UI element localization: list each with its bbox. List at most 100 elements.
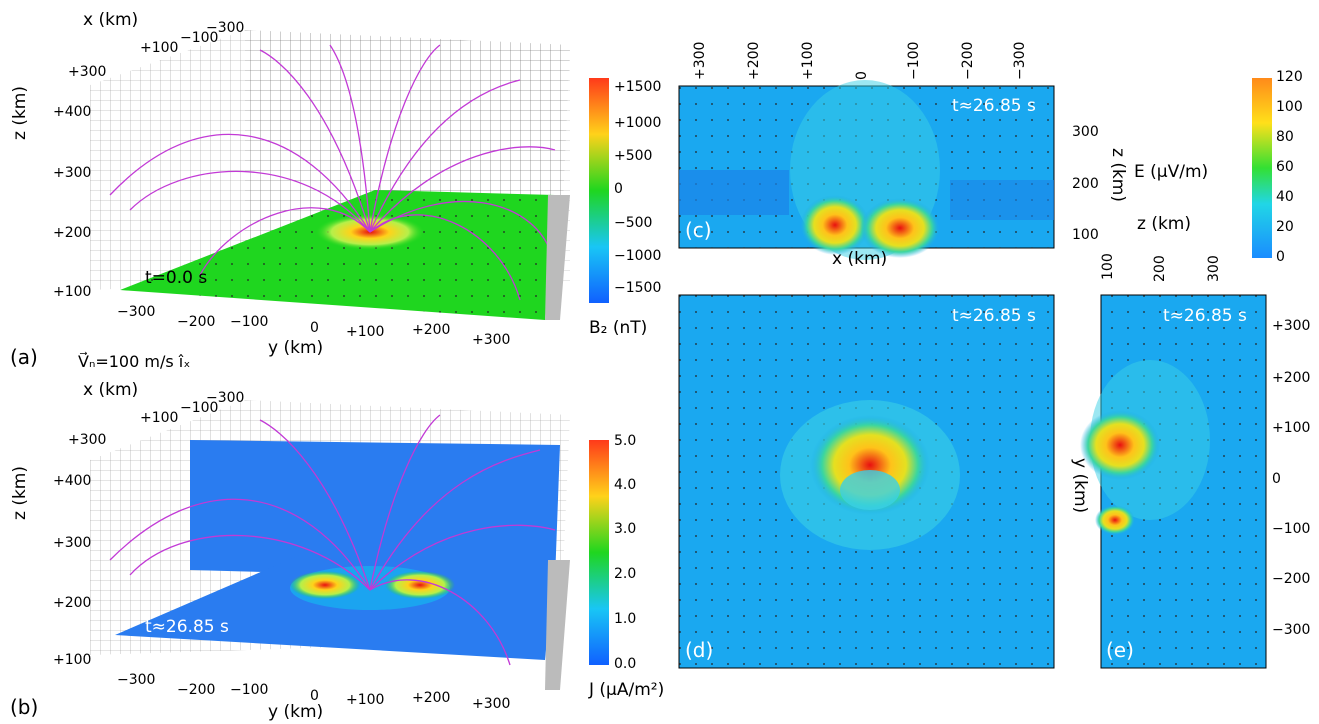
panel-a-z-tick: +400: [53, 104, 92, 120]
panel-a-y-tick: +300: [472, 332, 511, 348]
panel-a-colorbar-tick: −1000: [614, 248, 662, 264]
panel-b-x-tick: +300: [68, 432, 107, 448]
panel-a-y-tick: 0: [310, 320, 319, 336]
panel-b-x-axis-label: x (km): [83, 380, 139, 400]
panel-c-top-tick: −200: [960, 41, 976, 80]
panel-d-time: t≈26.85 s: [952, 306, 1036, 326]
panel-a-y-tick: −200: [177, 314, 216, 330]
panel-b-colorbar-tick: 2.0: [614, 566, 637, 582]
panel-a-label: (a): [10, 345, 38, 369]
panel-c-right-tick: 200: [1072, 176, 1099, 192]
panel-a-colorbar: [589, 78, 609, 303]
panel-a-colorbar-tick: +1000: [614, 115, 662, 131]
panel-b-z-tick: +400: [53, 473, 92, 489]
e-colorbar-tick: 20: [1276, 219, 1294, 235]
panel-d-plot: [678, 294, 1055, 669]
panel-b-y-tick: +200: [412, 690, 451, 706]
panel-a-colorbar-label: B₂ (nT): [589, 318, 648, 338]
panel-a-y-tick: +100: [346, 324, 385, 340]
panel-e-right-tick: +200: [1272, 370, 1311, 386]
panel-b-x-tick: −300: [206, 390, 245, 406]
panel-a-time: t=0.0 s: [145, 268, 208, 288]
panel-a-x-tick: −100: [180, 30, 219, 46]
panel-c-time: t≈26.85 s: [952, 96, 1036, 116]
panel-a-x-tick: +100: [140, 40, 179, 56]
panel-a-plot: [90, 30, 570, 320]
panel-e-top-tick: 200: [1152, 255, 1168, 282]
panel-a-z-tick: +200: [53, 225, 92, 241]
panel-a-colorbar-tick: −1500: [614, 280, 662, 296]
panel-b-y-tick: +100: [346, 692, 385, 708]
panel-c-label: (c): [685, 218, 712, 242]
panel-c-plot: [678, 80, 1055, 260]
e-colorbar: [1252, 78, 1272, 258]
panel-e-right-tick: 0: [1272, 471, 1281, 487]
panel-e-y-axis-label: y (km): [1070, 458, 1090, 514]
panel-a-colorbar-tick: +500: [614, 148, 653, 164]
panel-a-colorbar-tick: +1500: [614, 79, 662, 95]
panel-b-y-tick: −300: [117, 672, 156, 688]
panel-b-colorbar-tick: 1.0: [614, 611, 637, 627]
panel-b-colorbar-tick: 3.0: [614, 521, 637, 537]
panel-b-z-tick: +200: [53, 595, 92, 611]
e-colorbar-tick: 60: [1276, 159, 1294, 175]
panel-e-plot: [1080, 294, 1267, 669]
panel-e-right-tick: −300: [1272, 622, 1311, 638]
panel-a-field-lines: [109, 44, 556, 301]
panel-a-y-tick: −100: [230, 314, 269, 330]
panel-e-time: t≈26.85 s: [1163, 306, 1247, 326]
panel-c-z-axis-label: z (km): [1108, 148, 1128, 202]
panel-c-x-axis-label: x (km): [832, 249, 888, 269]
panel-e-right-tick: +100: [1272, 420, 1311, 436]
panel-a-x-axis-label: x (km): [83, 10, 139, 30]
panel-d-label: (d): [685, 638, 714, 662]
panel-e-right-tick: −200: [1272, 571, 1311, 587]
panel-b-colorbar: [589, 440, 609, 665]
panel-e-z-axis-label: z (km): [1137, 214, 1191, 234]
panel-e-right-tick: +300: [1272, 318, 1311, 334]
panel-a-y-axis-label: y (km): [268, 338, 324, 358]
e-colorbar-tick: 40: [1276, 189, 1294, 205]
panel-b-colorbar-tick: 4.0: [614, 477, 637, 493]
panel-b-z-axis-label: z (km): [10, 466, 30, 520]
panel-a-y-tick: +200: [412, 322, 451, 338]
panel-c-top-tick: −100: [906, 41, 922, 80]
panel-e-label: (e): [1106, 638, 1134, 662]
panel-b-y-axis-label: y (km): [268, 702, 324, 722]
panel-e-right-tick: −100: [1272, 521, 1311, 537]
panel-a-y-tick: −300: [117, 304, 156, 320]
e-colorbar-tick: 80: [1276, 129, 1294, 145]
panel-a-colorbar-tick: 0: [614, 181, 623, 197]
panel-c-top-tick: +200: [746, 41, 762, 80]
panel-b-z-tick: +100: [53, 652, 92, 668]
panel-b-x-tick: −100: [180, 400, 219, 416]
panel-b-y-tick: +300: [472, 696, 511, 712]
e-colorbar-tick: 120: [1276, 69, 1303, 85]
panel-a-z-tick: +100: [53, 284, 92, 300]
panel-b-label: (b): [10, 695, 39, 719]
panel-b-y-tick: 0: [310, 688, 319, 704]
panel-b-y-tick: −200: [177, 682, 216, 698]
panel-b-y-tick: −100: [230, 682, 269, 698]
panel-b-colorbar-tick: 0.0: [614, 656, 637, 672]
panel-b-field-lines: [109, 414, 556, 666]
panel-a-x-tick: +300: [68, 64, 107, 80]
panel-a-x-tick: −300: [206, 20, 245, 36]
panel-b-colorbar-tick: 5.0: [614, 433, 637, 449]
panel-b-colorbar-label: J (μA/m²): [589, 680, 665, 700]
panel-c-top-tick: −300: [1012, 41, 1028, 80]
e-colorbar-tick: 100: [1276, 99, 1303, 115]
panel-b-velocity-label: V⃗ₙ=100 m/s îₓ: [78, 352, 191, 371]
panel-a-z-axis-label: z (km): [10, 86, 30, 140]
panel-a-colorbar-tick: −500: [614, 215, 653, 231]
panel-b-z-tick: +300: [53, 535, 92, 551]
panel-c-right-tick: 300: [1072, 124, 1099, 140]
panel-e-top-tick: 100: [1100, 253, 1116, 280]
panel-b-x-tick: +100: [140, 410, 179, 426]
e-colorbar-label: E (μV/m): [1134, 162, 1209, 182]
panel-b-time: t≈26.85 s: [145, 617, 229, 637]
e-colorbar-tick: 0: [1276, 249, 1285, 265]
panel-c-top-tick: 0: [854, 71, 870, 80]
panel-c-right-tick: 100: [1072, 227, 1099, 243]
